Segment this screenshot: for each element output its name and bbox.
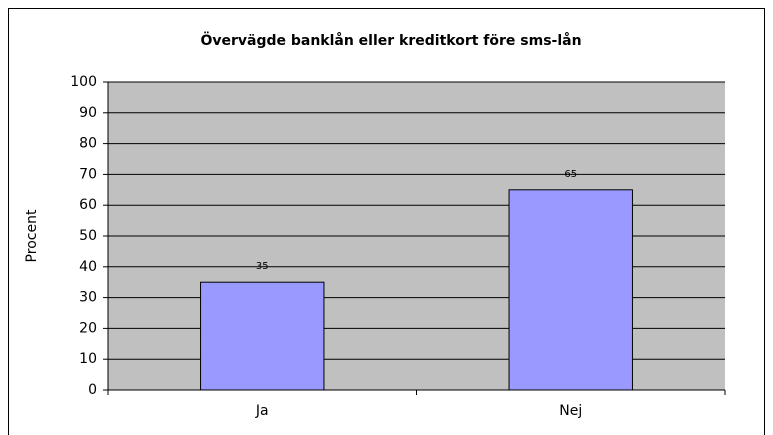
y-tick-label: 90 [79,105,97,121]
y-tick-label: 0 [88,382,97,398]
x-tick-label: Ja [255,403,269,419]
y-tick-label: 10 [79,351,97,367]
bar [508,189,633,391]
y-tick-label: 80 [79,136,97,152]
y-tick-label: 50 [79,228,97,244]
bar [200,281,325,391]
data-label: 65 [564,169,577,180]
y-tick-label: 100 [70,74,97,90]
y-tick-label: 70 [79,166,97,182]
y-tick-label: 20 [79,320,97,336]
y-tick-label: 30 [79,290,97,306]
y-axis-label: Procent [24,209,40,262]
chart-title: Övervägde banklån eller kreditkort före … [200,31,581,49]
y-tick-label: 60 [79,197,97,213]
data-label: 35 [256,261,269,272]
x-tick-label: Nej [559,403,582,419]
y-tick-label: 40 [79,259,97,275]
